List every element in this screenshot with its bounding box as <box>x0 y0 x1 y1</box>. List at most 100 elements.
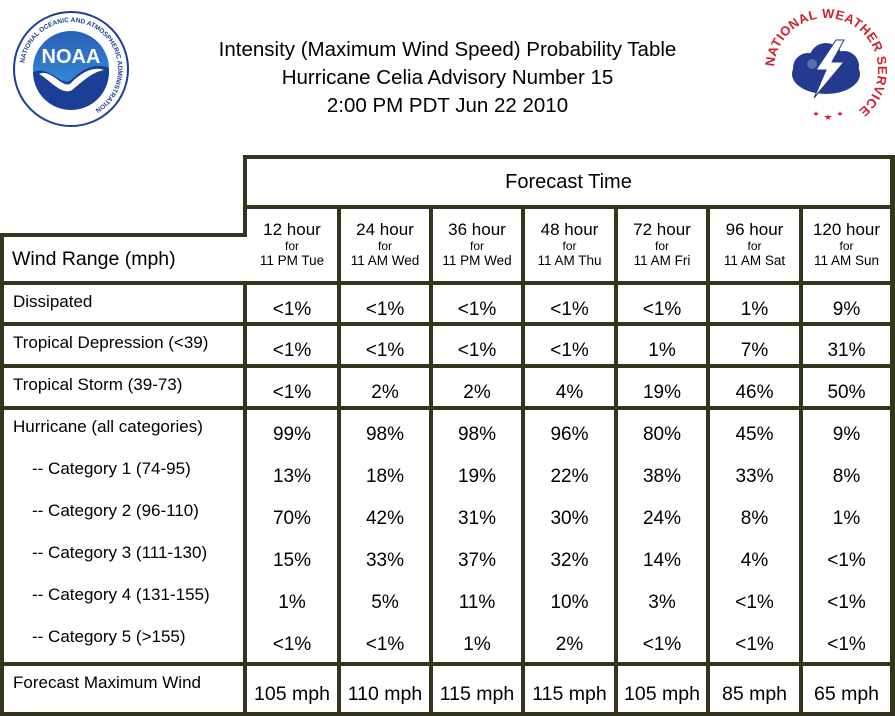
column-for: for <box>562 239 577 253</box>
value-cell <box>618 326 706 364</box>
value-cell <box>247 285 337 322</box>
probability-value: 31% <box>457 508 497 529</box>
probability-value: <1% <box>272 340 312 361</box>
column-hour: 12 hour <box>263 220 321 239</box>
row-label: -- Category 3 (111-130) <box>32 543 208 562</box>
probability-value: 4% <box>740 550 769 571</box>
value-cell <box>341 326 429 364</box>
row-label-cell <box>4 410 243 662</box>
noaa-logo: NATIONAL OCEANIC AND ATMOSPHERIC ADMINIS… <box>12 10 130 128</box>
row-label: -- Category 2 (96-110) <box>32 501 199 520</box>
probability-value: 98% <box>365 424 405 445</box>
row-label: Tropical Storm (39-73) <box>13 375 183 394</box>
probability-value: 38% <box>642 466 682 487</box>
probability-value: 85 mph <box>721 683 788 705</box>
probability-value: <1% <box>272 382 312 403</box>
probability-value: <1% <box>550 299 589 320</box>
probability-value: 1% <box>278 592 306 613</box>
value-cell <box>710 410 799 662</box>
probability-value: 3% <box>648 592 676 613</box>
probability-value: 70% <box>272 508 312 529</box>
column-day: 11 AM Sat <box>723 253 786 268</box>
probability-value: <1% <box>272 299 312 320</box>
value-cell <box>525 368 614 406</box>
probability-value: 31% <box>827 340 866 361</box>
probability-value: 7% <box>740 340 769 361</box>
probability-value: 19% <box>642 382 682 403</box>
probability-value: <1% <box>550 340 589 361</box>
column-for: for <box>469 239 484 253</box>
value-cell <box>247 368 337 406</box>
probability-value: <1% <box>642 634 682 655</box>
probability-value: 65 mph <box>813 683 880 705</box>
probability-value: 98% <box>457 424 497 445</box>
title-line-1: Intensity (Maximum Wind Speed) Probabili… <box>218 38 677 61</box>
wind-range-header: Wind Range (mph) <box>4 237 251 281</box>
value-cell <box>525 326 614 364</box>
probability-value: <1% <box>827 592 866 613</box>
value-cell <box>803 368 890 406</box>
probability-value: 9% <box>832 299 861 320</box>
column-hour: 120 hour <box>812 220 881 239</box>
probability-value: 11% <box>458 592 496 613</box>
value-cell <box>525 666 614 712</box>
row-label: -- Category 1 (74-95) <box>32 459 191 478</box>
value-cell <box>710 285 799 322</box>
column-hour: 24 hour <box>356 220 414 239</box>
value-cell <box>341 666 429 712</box>
row-label: Hurricane (all categories) <box>13 417 203 436</box>
value-cell <box>247 666 337 712</box>
row-label-cell <box>4 368 243 406</box>
probability-value: <1% <box>457 340 497 361</box>
probability-value: 1% <box>832 508 861 529</box>
column-for: for <box>839 239 854 253</box>
page-title: Intensity (Maximum Wind Speed) Probabili… <box>150 36 745 120</box>
probability-value: 1% <box>740 299 769 320</box>
row-label: Tropical Depression (<39) <box>13 333 209 352</box>
row-label-cell <box>4 326 243 364</box>
probability-value: 105 mph <box>624 683 700 705</box>
column-header: 24 hour for 11 AM Wed <box>341 209 429 281</box>
value-cell <box>433 368 521 406</box>
probability-value: 4% <box>555 382 584 403</box>
probability-value: 33% <box>365 550 405 571</box>
row-label: Forecast Maximum Wind <box>13 673 201 692</box>
column-header: 12 hour for 11 PM Tue <box>247 209 337 281</box>
probability-value: <1% <box>735 634 774 655</box>
column-day: 11 AM Sun <box>813 253 880 268</box>
row-label: -- Category 4 (131-155) <box>32 585 210 604</box>
value-cell <box>803 285 890 322</box>
probability-value: 22% <box>550 466 589 487</box>
probability-value: 1% <box>463 634 491 655</box>
probability-value: 8% <box>740 508 769 529</box>
value-cell <box>525 285 614 322</box>
probability-value: 1% <box>648 340 676 361</box>
column-header: 48 hour for 11 AM Thu <box>525 209 614 281</box>
value-cell <box>803 410 890 662</box>
probability-value: 32% <box>550 550 589 571</box>
probability-value: 5% <box>371 592 399 613</box>
value-cell <box>247 326 337 364</box>
probability-value: 45% <box>735 424 774 445</box>
value-cell <box>341 285 429 322</box>
nws-logo: NATIONAL WEATHER SERVICE <box>762 6 890 132</box>
probability-value: 14% <box>642 550 682 571</box>
value-cell <box>710 666 799 712</box>
probability-value: 13% <box>272 466 312 487</box>
probability-value: 15% <box>272 550 312 571</box>
probability-value: <1% <box>365 299 405 320</box>
column-header: 36 hour for 11 PM Wed <box>433 209 521 281</box>
title-line-2: Hurricane Celia Advisory Number 15 <box>281 66 614 89</box>
probability-value: 19% <box>457 466 497 487</box>
probability-value: <1% <box>735 592 774 613</box>
probability-value: 33% <box>735 466 774 487</box>
probability-value: 8% <box>832 466 861 487</box>
value-cell <box>803 666 890 712</box>
value-cell <box>247 410 337 662</box>
probability-value: <1% <box>642 299 682 320</box>
probability-value: 80% <box>642 424 682 445</box>
forecast-time-header: Forecast Time <box>247 159 890 205</box>
row-label-cell <box>4 285 243 322</box>
probability-value: 2% <box>555 634 584 655</box>
value-cell <box>618 666 706 712</box>
